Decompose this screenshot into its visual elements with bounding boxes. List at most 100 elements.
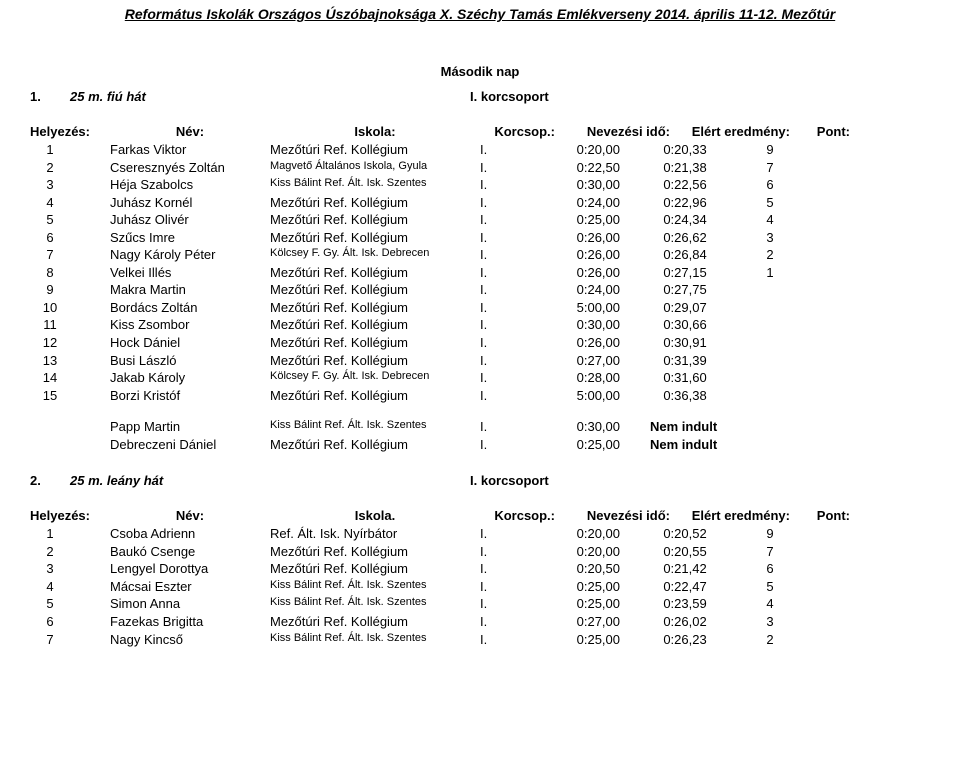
cell-eredmeny: 0:30,91: [630, 334, 740, 352]
cell-nevezesi: 0:26,00: [530, 246, 630, 264]
cell-spacer: [70, 525, 110, 543]
table-row: 15Borzi KristófMezőtúri Ref. KollégiumI.…: [30, 387, 930, 405]
cell-korcsoport: I.: [480, 436, 530, 454]
table-row: 4Juhász KornélMezőtúri Ref. KollégiumI.0…: [30, 194, 930, 212]
cell-place: 12: [30, 334, 70, 352]
cell-name: Busi László: [110, 352, 270, 370]
cell-spacer: [70, 436, 110, 454]
cell-eredmeny: 0:21,38: [630, 159, 740, 177]
cell-spacer: [70, 141, 110, 159]
cell-korcsoport: I.: [480, 229, 530, 247]
cell-school: Kiss Bálint Ref. Ált. Isk. Szentes: [270, 418, 480, 436]
cell-place: 14: [30, 369, 70, 387]
col-place: Helyezés:: [30, 124, 110, 139]
event-group: I. korcsoport: [470, 473, 549, 488]
cell-school: Mezőtúri Ref. Kollégium: [270, 352, 480, 370]
cell-spacer: [70, 264, 110, 282]
cell-pont: 1: [740, 264, 800, 282]
cell-name: Debreczeni Dániel: [110, 436, 270, 454]
cell-place: 2: [30, 543, 70, 561]
cell-pont: 3: [740, 229, 800, 247]
cell-nevezesi: 0:27,00: [530, 352, 630, 370]
cell-spacer: [70, 176, 110, 194]
cell-place: 3: [30, 560, 70, 578]
cell-pont: 2: [740, 631, 800, 649]
cell-school: Kiss Bálint Ref. Ált. Isk. Szentes: [270, 578, 480, 596]
column-headers: Helyezés:Név:Iskola.Korcsop.:Nevezési id…: [30, 508, 930, 523]
cell-spacer: [70, 613, 110, 631]
cell-eredmeny: 0:20,52: [630, 525, 740, 543]
col-pont: Pont:: [800, 508, 850, 523]
col-school: Iskola:: [270, 124, 480, 139]
cell-nevezesi: 0:20,00: [530, 525, 630, 543]
cell-eredmeny: 0:27,75: [630, 281, 740, 299]
cell-name: Mácsai Eszter: [110, 578, 270, 596]
event-header: 2.25 m. leány hátI. korcsoport: [30, 473, 930, 488]
col-korcsoport: Korcsop.:: [480, 508, 570, 523]
cell-pont: [740, 316, 800, 334]
event-header: 1.25 m. fiú hátI. korcsoport: [30, 89, 930, 104]
cell-spacer: [70, 316, 110, 334]
cell-school: Mezőtúri Ref. Kollégium: [270, 299, 480, 317]
cell-spacer: [70, 246, 110, 264]
cell-school: Kiss Bálint Ref. Ált. Isk. Szentes: [270, 631, 480, 649]
cell-korcsoport: I.: [480, 369, 530, 387]
cell-pont: [740, 334, 800, 352]
cell-eredmeny: 0:22,56: [630, 176, 740, 194]
table-row: Papp MartinKiss Bálint Ref. Ált. Isk. Sz…: [30, 418, 930, 436]
cell-nevezesi: 0:26,00: [530, 264, 630, 282]
cell-eredmeny: 0:31,39: [630, 352, 740, 370]
cell-eredmeny: Nem indult: [630, 418, 760, 436]
cell-place: 5: [30, 595, 70, 613]
cell-school: Magvető Általános Iskola, Gyula: [270, 159, 480, 177]
cell-nevezesi: 0:25,00: [530, 578, 630, 596]
cell-school: Mezőtúri Ref. Kollégium: [270, 613, 480, 631]
cell-korcsoport: I.: [480, 578, 530, 596]
cell-spacer: [70, 560, 110, 578]
cell-name: Makra Martin: [110, 281, 270, 299]
table-row: 3 Lengyel DorottyaMezőtúri Ref. Kollégium…: [30, 560, 930, 578]
cell-spacer: [70, 418, 110, 436]
cell-eredmeny: 0:26,62: [630, 229, 740, 247]
cell-korcsoport: I.: [480, 281, 530, 299]
table-row: 8Velkei IllésMezőtúri Ref. KollégiumI.0:…: [30, 264, 930, 282]
cell-nevezesi: 0:27,00: [530, 613, 630, 631]
event-number: 2.: [30, 473, 70, 488]
col-name: Név:: [110, 508, 270, 523]
col-pont: Pont:: [800, 124, 850, 139]
col-nevezesi: Nevezési idő:: [570, 124, 680, 139]
table-row: 6Szűcs ImreMezőtúri Ref. KollégiumI.0:26…: [30, 229, 930, 247]
cell-name: Juhász Olivér: [110, 211, 270, 229]
cell-spacer: [70, 281, 110, 299]
cell-school: Mezőtúri Ref. Kollégium: [270, 141, 480, 159]
cell-name: Lengyel Dorottya: [110, 560, 270, 578]
cell-spacer: [70, 578, 110, 596]
table-row: 11Kiss ZsomborMezőtúri Ref. KollégiumI.0…: [30, 316, 930, 334]
cell-nevezesi: 0:25,00: [530, 595, 630, 613]
cell-name: Nagy Károly Péter: [110, 246, 270, 264]
table-row: 14Jakab KárolyKölcsey F. Gy. Ált. Isk. D…: [30, 369, 930, 387]
cell-eredmeny: 0:24,34: [630, 211, 740, 229]
cell-korcsoport: I.: [480, 418, 530, 436]
cell-school: Kiss Bálint Ref. Ált. Isk. Szentes: [270, 176, 480, 194]
cell-pont: [760, 418, 820, 436]
cell-name: Szűcs Imre: [110, 229, 270, 247]
cell-pont: 2: [740, 246, 800, 264]
table-row: 12Hock DánielMezőtúri Ref. KollégiumI.0:…: [30, 334, 930, 352]
cell-pont: 4: [740, 211, 800, 229]
table-row: 7Nagy Károly PéterKölcsey F. Gy. Ált. Is…: [30, 246, 930, 264]
cell-place: 9: [30, 281, 70, 299]
cell-pont: [740, 281, 800, 299]
cell-spacer: [70, 369, 110, 387]
cell-eredmeny: 0:21,42: [630, 560, 740, 578]
cell-pont: [740, 387, 800, 405]
cell-name: Nagy Kincső: [110, 631, 270, 649]
cell-nevezesi: 0:25,00: [530, 436, 630, 454]
cell-eredmeny: Nem indult: [630, 436, 760, 454]
page-header: Református Iskolák Országos Úszóbajnoksá…: [0, 0, 960, 24]
cell-korcsoport: I.: [480, 194, 530, 212]
cell-school: Mezőtúri Ref. Kollégium: [270, 194, 480, 212]
cell-school: Mezőtúri Ref. Kollégium: [270, 560, 480, 578]
cell-spacer: [70, 194, 110, 212]
cell-place: 4: [30, 194, 70, 212]
